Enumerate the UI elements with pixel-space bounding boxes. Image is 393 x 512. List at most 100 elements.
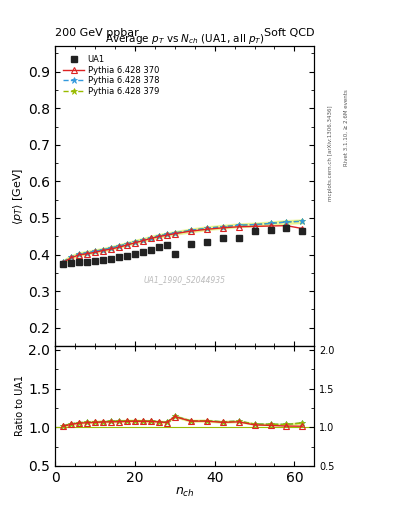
Pythia 6.428 378: [61, 259, 65, 265]
Title: Average $p_T$ vs $N_{ch}$ (UA1, all $p_T$): Average $p_T$ vs $N_{ch}$ (UA1, all $p_T…: [105, 32, 264, 46]
Pythia 6.428 378: [204, 225, 209, 231]
Pythia 6.428 379: [204, 225, 209, 231]
Pythia 6.428 378: [173, 230, 177, 236]
Pythia 6.428 370: [101, 247, 105, 253]
UA1: [236, 235, 241, 241]
UA1: [252, 228, 257, 234]
Pythia 6.428 378: [69, 254, 73, 260]
Pythia 6.428 379: [188, 227, 193, 233]
Pythia 6.428 379: [77, 251, 81, 257]
Pythia 6.428 379: [93, 248, 97, 254]
Pythia 6.428 379: [284, 219, 289, 225]
Pythia 6.428 370: [300, 225, 305, 231]
Pythia 6.428 370: [236, 224, 241, 230]
Pythia 6.428 379: [132, 239, 137, 245]
Pythia 6.428 378: [236, 222, 241, 228]
Pythia 6.428 378: [252, 222, 257, 228]
Pythia 6.428 378: [220, 224, 225, 230]
Pythia 6.428 370: [252, 223, 257, 229]
Pythia 6.428 379: [252, 222, 257, 228]
UA1: [125, 253, 129, 259]
Y-axis label: Ratio to UA1: Ratio to UA1: [15, 375, 26, 436]
Pythia 6.428 370: [268, 223, 273, 229]
Pythia 6.428 379: [236, 222, 241, 228]
Pythia 6.428 378: [108, 245, 113, 251]
Pythia 6.428 378: [156, 233, 161, 239]
Pythia 6.428 378: [84, 250, 89, 256]
Pythia 6.428 378: [188, 227, 193, 233]
Pythia 6.428 378: [101, 247, 105, 253]
Pythia 6.428 370: [173, 230, 177, 237]
UA1: [69, 260, 73, 266]
Y-axis label: $\langle p_T \rangle$ [GeV]: $\langle p_T \rangle$ [GeV]: [11, 167, 26, 225]
Pythia 6.428 370: [220, 225, 225, 231]
Pythia 6.428 370: [61, 260, 65, 266]
UA1: [140, 249, 145, 255]
Pythia 6.428 370: [140, 238, 145, 244]
Pythia 6.428 378: [125, 241, 129, 247]
Pythia 6.428 379: [61, 259, 65, 265]
Pythia 6.428 379: [101, 247, 105, 253]
Line: Pythia 6.428 379: Pythia 6.428 379: [59, 218, 306, 265]
Pythia 6.428 379: [140, 237, 145, 243]
Pythia 6.428 378: [284, 219, 289, 225]
Pythia 6.428 370: [204, 226, 209, 232]
Pythia 6.428 379: [116, 243, 121, 249]
UA1: [84, 259, 89, 265]
UA1: [188, 241, 193, 247]
UA1: [149, 247, 153, 253]
Pythia 6.428 378: [268, 220, 273, 226]
UA1: [164, 242, 169, 248]
UA1: [101, 257, 105, 263]
Pythia 6.428 378: [300, 218, 305, 224]
Legend: UA1, Pythia 6.428 370, Pythia 6.428 378, Pythia 6.428 379: UA1, Pythia 6.428 370, Pythia 6.428 378,…: [62, 53, 161, 98]
Pythia 6.428 379: [125, 241, 129, 247]
UA1: [116, 254, 121, 261]
Line: Pythia 6.428 378: Pythia 6.428 378: [59, 218, 306, 265]
UA1: [284, 225, 289, 231]
Pythia 6.428 370: [125, 242, 129, 248]
Pythia 6.428 379: [220, 224, 225, 230]
Pythia 6.428 379: [300, 218, 305, 224]
UA1: [132, 251, 137, 257]
UA1: [300, 228, 305, 234]
Text: UA1_1990_S2044935: UA1_1990_S2044935: [144, 275, 226, 285]
Pythia 6.428 370: [77, 252, 81, 258]
UA1: [204, 239, 209, 245]
Pythia 6.428 378: [77, 251, 81, 257]
Pythia 6.428 370: [149, 236, 153, 242]
Pythia 6.428 370: [188, 228, 193, 234]
Text: Soft QCD: Soft QCD: [264, 28, 314, 38]
Pythia 6.428 370: [108, 246, 113, 252]
Pythia 6.428 378: [93, 248, 97, 254]
Pythia 6.428 378: [116, 243, 121, 249]
UA1: [268, 227, 273, 233]
Pythia 6.428 370: [116, 244, 121, 250]
Pythia 6.428 378: [132, 239, 137, 245]
Text: 200 GeV ppbar: 200 GeV ppbar: [55, 28, 139, 38]
UA1: [93, 258, 97, 264]
UA1: [61, 261, 65, 267]
Pythia 6.428 379: [156, 233, 161, 239]
Pythia 6.428 370: [164, 232, 169, 238]
Pythia 6.428 370: [156, 233, 161, 240]
UA1: [220, 235, 225, 241]
Pythia 6.428 379: [268, 220, 273, 226]
Line: Pythia 6.428 370: Pythia 6.428 370: [60, 223, 305, 265]
Pythia 6.428 379: [173, 230, 177, 236]
Pythia 6.428 370: [132, 240, 137, 246]
Pythia 6.428 370: [284, 223, 289, 229]
UA1: [77, 259, 81, 265]
Pythia 6.428 378: [149, 234, 153, 241]
Pythia 6.428 379: [149, 234, 153, 241]
Pythia 6.428 370: [93, 249, 97, 255]
Pythia 6.428 379: [108, 245, 113, 251]
UA1: [156, 244, 161, 250]
Text: mcplots.cern.ch [arXiv:1306.3436]: mcplots.cern.ch [arXiv:1306.3436]: [328, 106, 333, 201]
Pythia 6.428 378: [140, 237, 145, 243]
Pythia 6.428 379: [164, 231, 169, 238]
Pythia 6.428 378: [164, 231, 169, 238]
Pythia 6.428 370: [84, 251, 89, 257]
X-axis label: $n_{ch}$: $n_{ch}$: [175, 486, 195, 499]
Text: Rivet 3.1.10, ≥ 2.6M events: Rivet 3.1.10, ≥ 2.6M events: [344, 90, 349, 166]
